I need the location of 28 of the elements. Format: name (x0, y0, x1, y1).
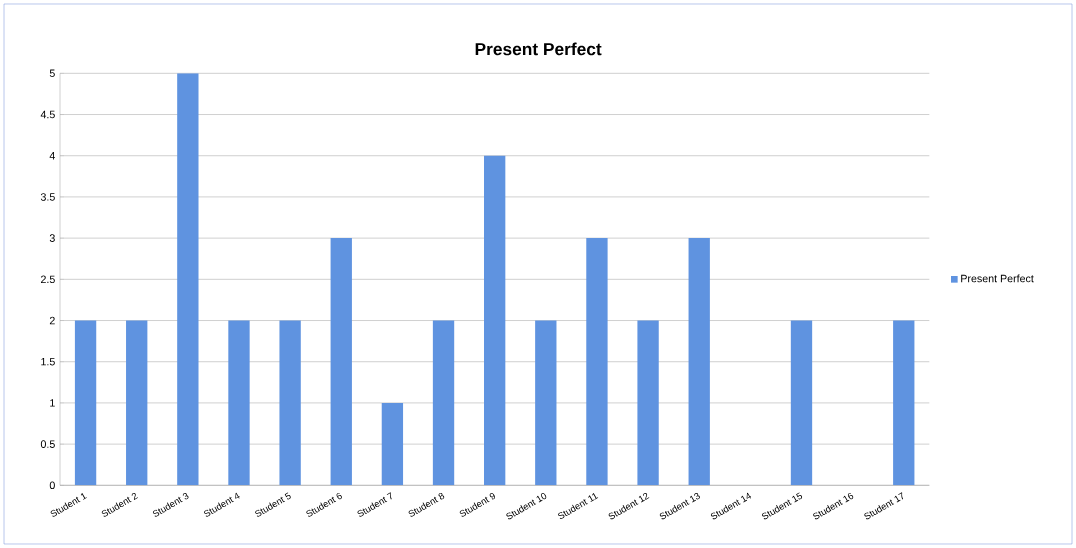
bar (893, 320, 915, 486)
bar (330, 238, 352, 486)
bar (74, 320, 97, 486)
y-tick-label: 0 (49, 481, 55, 490)
chart-title: Present Perfect (475, 42, 602, 56)
bar (126, 320, 148, 486)
y-tick-label: 4 (49, 152, 55, 160)
y-tick-label: 3 (49, 234, 55, 242)
y-tick-label: 2 (49, 316, 55, 325)
y-tick-label: 4.5 (40, 110, 55, 119)
y-tick-label: 2.5 (41, 275, 55, 284)
bar (432, 320, 455, 486)
bar (279, 320, 301, 486)
y-tick-label: 1.5 (41, 358, 55, 366)
bar (688, 238, 710, 486)
bar (586, 238, 608, 486)
bar (790, 320, 813, 486)
y-tick-label: 5 (49, 69, 55, 78)
bar (484, 155, 506, 486)
legend-label: Present Perfect (961, 274, 1034, 283)
bar (381, 402, 404, 486)
y-tick-label: 0.5 (40, 440, 55, 448)
y-tick-label: 3.5 (40, 193, 55, 201)
bar (637, 320, 659, 486)
bar (228, 320, 250, 486)
bar (535, 320, 557, 486)
y-tick-label: 1 (50, 399, 55, 407)
bar (177, 73, 199, 486)
